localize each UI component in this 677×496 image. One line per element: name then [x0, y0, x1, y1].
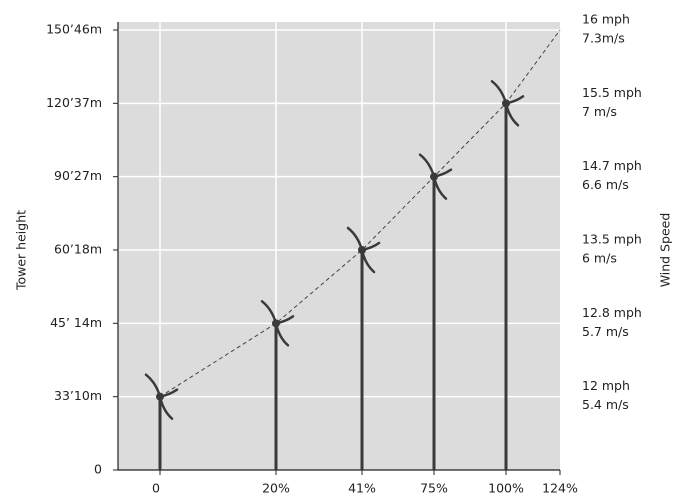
wind-curve [159, 29, 561, 398]
wind-ms: 7.3m/s [582, 31, 625, 46]
turbine-hub [272, 319, 280, 328]
wind-ms: 6.6 m/s [582, 177, 629, 192]
turbine-hub [156, 392, 164, 401]
x-tick-label: 20% [262, 481, 290, 496]
y2-axis-label: Wind Speed [658, 213, 673, 288]
y-tick-label: 150’46m [46, 22, 102, 37]
x-tick-label: 75% [420, 481, 448, 496]
x-tick-label: 0 [152, 481, 160, 496]
y-tick-label: 90’27m [54, 168, 102, 183]
wind-ms: 5.7 m/s [582, 324, 629, 339]
y-axis-label: Tower height [14, 210, 29, 291]
y-tick-label: 45’ 14m [50, 315, 102, 330]
turbine-hub [502, 99, 510, 108]
y-tick-label: 60’18m [54, 242, 102, 257]
wind-ms: 7 m/s [582, 104, 617, 119]
y-tick-label: 120’37m [46, 95, 102, 110]
wind-ms: 6 m/s [582, 251, 617, 266]
wind-mph: 16 mph [582, 12, 630, 27]
turbine-hub [430, 172, 438, 181]
wind-mph: 14.7 mph [582, 158, 642, 173]
wind-mph: 13.5 mph [582, 232, 642, 247]
wind-mph: 12 mph [582, 378, 630, 393]
x-tick-label: 41% [348, 481, 376, 496]
plot-area [118, 22, 560, 470]
wind-ms: 5.4 m/s [582, 397, 629, 412]
wind-mph: 12.8 mph [582, 305, 642, 320]
x-tick-label: 124% [542, 481, 578, 496]
y-tick-label: 0 [94, 462, 102, 477]
y-tick-label: 33’10m [54, 388, 102, 403]
turbine-hub [358, 246, 366, 254]
x-tick-label: 100% [488, 481, 524, 496]
wind-mph: 15.5 mph [582, 85, 642, 100]
